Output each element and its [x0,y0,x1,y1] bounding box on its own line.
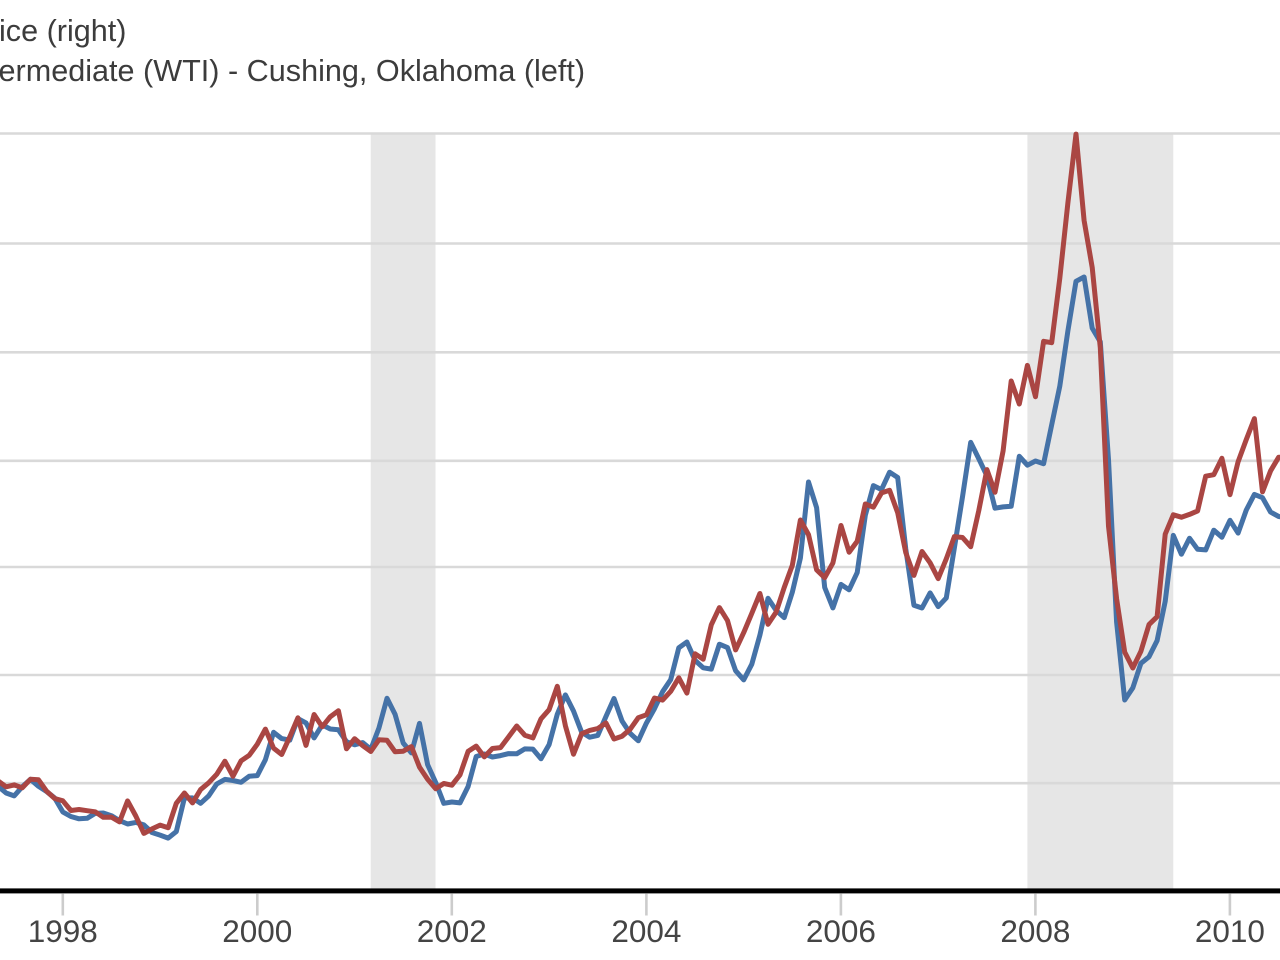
svg-text:2004: 2004 [611,913,681,949]
svg-text:2000: 2000 [222,913,292,949]
svg-text:ermediate (WTI) - Cushing, Okl: ermediate (WTI) - Cushing, Oklahoma (lef… [0,54,585,88]
svg-text:rice (right): rice (right) [0,14,126,48]
svg-text:1998: 1998 [28,913,98,949]
svg-text:2010: 2010 [1195,913,1265,949]
svg-text:2008: 2008 [1000,913,1070,949]
svg-text:2006: 2006 [806,913,876,949]
svg-text:2002: 2002 [417,913,487,949]
